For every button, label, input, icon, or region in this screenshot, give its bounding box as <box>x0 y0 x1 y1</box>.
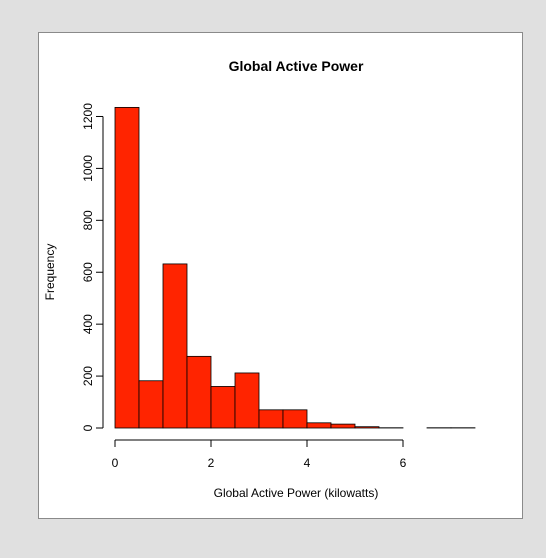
y-tick-label-0: 0 <box>81 424 95 431</box>
histogram-bar-8 <box>306 422 332 429</box>
x-axis-label: Global Active Power (kilowatts) <box>214 486 379 500</box>
y-tick-label-5: 1000 <box>81 155 95 182</box>
y-tick-label-1: 200 <box>81 366 95 386</box>
histogram-bar-10 <box>354 426 380 429</box>
histogram-bar-9 <box>330 423 356 429</box>
histogram-bar-3 <box>186 355 212 429</box>
histogram-bar-7 <box>282 409 308 429</box>
histogram-bar-4 <box>210 386 236 429</box>
histogram-bar-5 <box>234 372 260 429</box>
x-tick-label-3: 6 <box>400 456 407 470</box>
x-tick-label-0: 0 <box>112 456 119 470</box>
y-axis: 0 200 400 600 800 1000 1200 <box>81 103 104 431</box>
histogram-bar-1 <box>138 380 164 429</box>
histogram-bar-0 <box>114 106 140 429</box>
x-tick-label-1: 2 <box>208 456 215 470</box>
histogram-bar-2 <box>162 263 188 429</box>
x-tick-label-2: 4 <box>304 456 311 470</box>
y-tick-label-6: 1200 <box>81 103 95 130</box>
bars-group <box>114 106 476 429</box>
histogram-bar-6 <box>258 409 284 429</box>
y-axis-label: Frequency <box>43 244 57 301</box>
y-tick-label-3: 600 <box>81 262 95 282</box>
chart-title: Global Active Power <box>229 58 364 74</box>
chart-panel <box>38 32 523 519</box>
y-tick-label-2: 400 <box>81 314 95 334</box>
y-tick-label-4: 800 <box>81 210 95 230</box>
x-axis: 0 2 4 6 <box>112 439 407 470</box>
